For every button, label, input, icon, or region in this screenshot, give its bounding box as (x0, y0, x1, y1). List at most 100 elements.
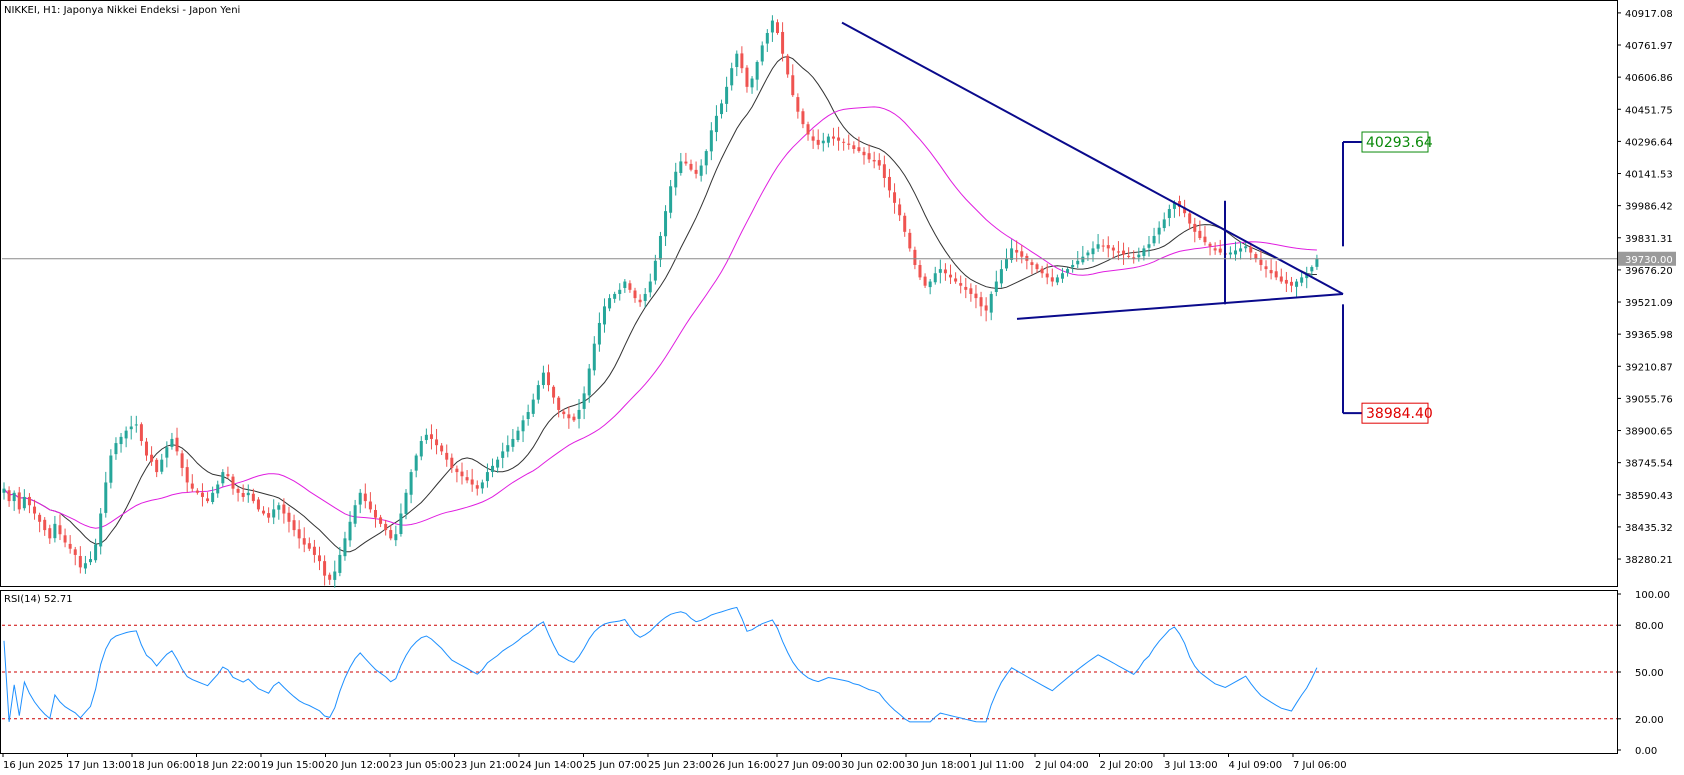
candle-body (12, 492, 16, 502)
candle-body (796, 97, 800, 112)
candle-body (745, 67, 749, 87)
candle-body (1035, 264, 1039, 270)
x-tick-label: 18 Jun 22:00 (197, 760, 261, 771)
candle-body (582, 393, 586, 409)
candle-body (1228, 252, 1232, 255)
candle-body (445, 452, 449, 460)
candle-body (949, 274, 953, 278)
candle-body (1020, 251, 1024, 257)
candle-body (216, 484, 220, 494)
candle-body (943, 269, 947, 274)
candle-body (1081, 256, 1085, 263)
current-price-tag (1618, 251, 1676, 266)
candle-body (862, 151, 866, 156)
candle-body (704, 151, 708, 166)
rsi-title: RSI(14) 52.71 (4, 594, 73, 605)
candle-body (638, 299, 642, 303)
candle-body (913, 249, 917, 265)
candle-body (786, 55, 790, 75)
candle-body (333, 571, 337, 580)
candle-body (628, 283, 632, 290)
candle-body (297, 529, 301, 539)
candle-body (1162, 219, 1166, 229)
candle-body (938, 269, 942, 273)
candle-body (694, 169, 698, 174)
candle-body (277, 505, 281, 510)
rsi-tick-label: 50.00 (1635, 668, 1664, 679)
y-tick-label: 40451.75 (1625, 105, 1673, 116)
candle-body (144, 441, 148, 456)
candle-body (160, 459, 164, 472)
x-tick-label: 18 Jun 06:00 (132, 760, 196, 771)
candle-body (33, 506, 37, 514)
candle-body (170, 438, 174, 447)
candle-body (521, 420, 525, 432)
candle-body (664, 211, 668, 237)
candle-body (379, 517, 383, 524)
candle-body (363, 493, 367, 502)
candle-body (1152, 235, 1156, 244)
candle-body (348, 521, 352, 541)
candle-body (994, 281, 998, 292)
candle-body (358, 492, 362, 505)
candle-body (765, 32, 769, 44)
candle-body (206, 498, 210, 502)
candle-body (831, 136, 835, 139)
candle-body (1310, 267, 1314, 272)
candle-body (964, 286, 968, 290)
x-tick-label: 30 Jun 18:00 (906, 760, 970, 771)
candle-body (470, 479, 474, 485)
candle-body (318, 555, 322, 562)
candle-body (547, 372, 551, 386)
candle-body (760, 45, 764, 62)
candle-body (1076, 260, 1080, 265)
candle-body (837, 137, 841, 141)
candle-body (1096, 244, 1100, 249)
candle-body (867, 153, 871, 160)
ascending-trendline (1016, 292, 1344, 320)
candle-body (1198, 230, 1202, 239)
candle-body (643, 293, 647, 301)
candle-body (460, 471, 464, 477)
candle-body (592, 343, 596, 371)
candle-body (959, 283, 963, 286)
candle-body (119, 436, 123, 445)
candle-body (577, 409, 581, 419)
target-down-box (1361, 402, 1429, 424)
candle-body (816, 139, 820, 145)
candle-body (801, 111, 805, 125)
candle-body (852, 145, 856, 149)
candle-body (989, 293, 993, 313)
candle-body (714, 115, 718, 133)
candle-body (22, 496, 26, 509)
candle-body (1213, 248, 1217, 251)
candle-body (730, 68, 734, 86)
y-tick-label: 40761.97 (1625, 41, 1673, 52)
y-tick-label: 39676.20 (1625, 266, 1673, 277)
candle-body (1106, 245, 1110, 249)
y-tick-label: 40917.08 (1625, 9, 1673, 20)
candle-body (1111, 247, 1115, 251)
y-tick-label: 38900.65 (1625, 427, 1673, 438)
candle-body (485, 472, 489, 482)
candle-body (99, 513, 103, 547)
y-tick-label: 38280.21 (1625, 555, 1673, 566)
y-tick-label: 38590.43 (1625, 491, 1673, 502)
candle-body (53, 523, 57, 539)
candle-body (27, 496, 31, 506)
candle-body (353, 505, 357, 524)
candle-body (999, 269, 1003, 284)
x-tick-label: 23 Jun 05:00 (390, 760, 454, 771)
candle-body (155, 459, 159, 473)
candle-body (557, 397, 561, 410)
candle-body (1015, 249, 1019, 253)
candle-body (43, 519, 47, 531)
candle-body (7, 490, 11, 502)
candle-body (312, 546, 316, 555)
candle-body (806, 124, 810, 135)
candle-body (1101, 245, 1105, 247)
y-tick-label: 39055.76 (1625, 394, 1673, 405)
candle-body (139, 424, 143, 442)
candle-body (231, 476, 235, 489)
candle-body (496, 459, 500, 468)
